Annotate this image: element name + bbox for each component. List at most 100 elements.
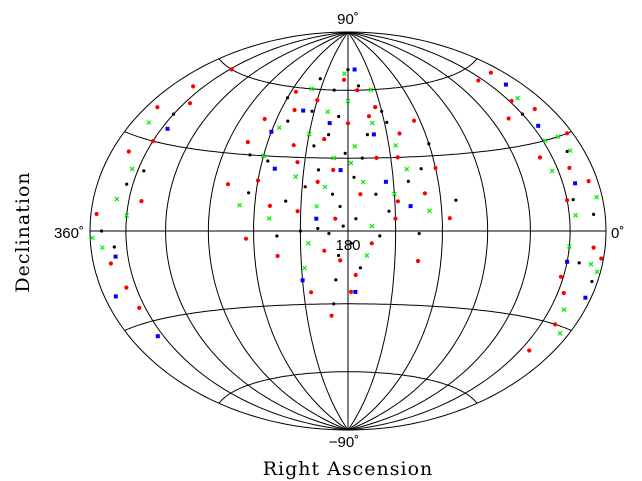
data-point-series-1: [225, 182, 231, 187]
data-point-series-2: [393, 143, 399, 148]
data-point-series-2: [89, 235, 95, 241]
data-point-series-1: [137, 305, 142, 310]
data-point-series-1: [124, 285, 129, 290]
data-point-series-0: [380, 109, 384, 113]
data-point-series-1: [341, 77, 347, 82]
data-point-series-0: [316, 226, 320, 231]
data-point-series-1: [155, 105, 160, 110]
data-point-series-0: [316, 168, 321, 172]
data-point-series-1: [353, 272, 358, 278]
data-point-series-1: [537, 155, 543, 160]
data-point-series-2: [345, 98, 351, 104]
data-point-series-0: [417, 231, 421, 236]
data-point-series-1: [433, 165, 438, 171]
data-point-series-0: [312, 144, 316, 148]
data-point-series-0: [125, 182, 129, 186]
data-point-series-3: [113, 254, 118, 259]
data-point-series-1: [139, 199, 144, 204]
data-point-series-2: [322, 184, 328, 190]
data-point-series-1: [229, 67, 234, 72]
data-point-series-0: [427, 142, 431, 146]
y-axis-title: Declination: [12, 171, 34, 292]
data-point-series-3: [301, 108, 306, 113]
data-point-series-2: [124, 213, 130, 218]
data-point-series-1: [255, 178, 261, 183]
data-point-series-2: [302, 265, 308, 271]
data-point-series-2: [261, 153, 266, 159]
data-point-series-1: [393, 216, 398, 221]
data-point-series-1: [527, 348, 532, 353]
data-point-series-1: [395, 199, 400, 204]
data-point-series-0: [346, 68, 350, 72]
data-point-series-3: [371, 132, 376, 137]
data-point-series-0: [454, 198, 458, 202]
data-point-series-0: [275, 234, 279, 238]
data-point-series-0: [298, 229, 302, 233]
data-point-series-3: [536, 123, 541, 128]
data-point-series-2: [566, 244, 572, 249]
data-point-series-3: [353, 289, 358, 294]
data-point-series-1: [295, 160, 300, 165]
tick-label-right: 0˚: [611, 225, 624, 242]
data-point-series-0: [99, 229, 104, 233]
data-point-series-1: [553, 322, 558, 327]
data-point-series-3: [327, 121, 332, 126]
data-point-series-0: [286, 119, 290, 123]
data-point-series-2: [129, 166, 135, 172]
data-point-series-2: [588, 261, 594, 267]
data-point-series-1: [331, 167, 336, 173]
data-point-series-2: [306, 131, 312, 137]
data-point-series-2: [391, 191, 397, 197]
tick-label-top: 90˚: [337, 11, 359, 28]
data-point-series-1: [333, 216, 338, 221]
data-point-series-1: [488, 70, 493, 75]
data-point-series-3: [155, 334, 160, 339]
data-point-series-0: [352, 175, 356, 179]
data-point-series-1: [187, 101, 193, 106]
data-point-series-1: [411, 118, 417, 123]
data-point-series-1: [509, 98, 514, 104]
data-point-series-3: [338, 168, 343, 173]
data-point-series-1: [150, 139, 155, 144]
data-point-series-1: [447, 216, 452, 221]
data-point-series-0: [341, 224, 345, 228]
data-point-series-2: [515, 95, 520, 101]
data-point-series-0: [112, 245, 116, 249]
data-point-series-0: [332, 88, 336, 92]
data-point-series-2: [594, 269, 600, 275]
data-point-series-1: [245, 140, 250, 145]
data-point-series-2: [360, 179, 366, 185]
data-point-series-1: [366, 114, 372, 119]
data-point-series-0: [284, 199, 288, 203]
tick-label-bottom: −90˚: [329, 434, 359, 451]
data-point-series-1: [358, 192, 363, 197]
data-point-series-0: [332, 302, 336, 306]
data-point-series-0: [303, 185, 307, 189]
parallel-line: [218, 371, 478, 404]
data-point-series-1: [397, 131, 402, 136]
data-point-series-2: [348, 160, 354, 166]
data-point-series-3: [165, 126, 170, 131]
data-point-series-1: [558, 274, 564, 279]
data-point-series-1: [243, 236, 249, 241]
data-point-series-2: [305, 240, 311, 246]
data-point-series-0: [330, 192, 335, 196]
data-point-series-1: [295, 209, 300, 214]
data-point-series-0: [142, 169, 146, 173]
data-point-series-2: [293, 174, 299, 180]
data-point-series-3: [503, 82, 508, 87]
data-point-series-3: [565, 259, 570, 264]
tick-label-center: 180: [335, 237, 360, 254]
data-point-series-1: [591, 245, 596, 250]
data-point-series-1: [94, 211, 99, 217]
data-point-series-1: [292, 107, 297, 113]
data-point-series-1: [561, 290, 566, 296]
data-point-series-1: [293, 89, 298, 94]
data-point-series-1: [374, 155, 379, 160]
data-point-series-0: [349, 241, 353, 245]
data-point-series-0: [310, 109, 314, 113]
data-point-series-0: [385, 120, 389, 124]
data-point-series-1: [345, 121, 351, 126]
data-point-series-1: [338, 258, 343, 263]
data-point-series-0: [387, 209, 391, 213]
